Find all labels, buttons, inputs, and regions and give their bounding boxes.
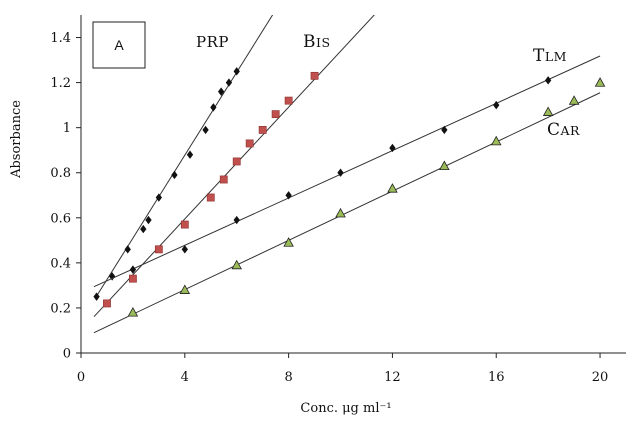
data-point [124, 245, 131, 254]
data-point [284, 96, 293, 105]
series-prp [93, 15, 274, 301]
series-label-tlm: TLM [533, 46, 567, 66]
data-point [180, 220, 189, 229]
data-point [285, 191, 292, 200]
trendline-car [93, 92, 601, 334]
data-point [186, 150, 194, 159]
y-tick-label: 1.2 [50, 76, 71, 91]
y-tick-label: 0.8 [50, 166, 71, 181]
data-point [202, 125, 209, 135]
data-point [171, 170, 178, 180]
panel-label-box: A [92, 21, 146, 69]
data-point [568, 95, 580, 105]
x-tick-label: 16 [488, 370, 505, 385]
data-point [108, 272, 116, 281]
y-tick-label: 0.4 [50, 256, 71, 271]
x-tick-label: 20 [592, 370, 609, 385]
data-point [179, 284, 191, 294]
y-tick-label: 0.6 [50, 211, 71, 226]
data-point [594, 77, 606, 87]
data-point [210, 103, 217, 112]
x-axis-title: Conc. μg ml⁻¹ [300, 401, 391, 416]
data-point [542, 106, 554, 116]
data-point [181, 245, 188, 254]
panel-label: A [114, 37, 124, 53]
data-point [271, 110, 280, 119]
data-point [335, 207, 346, 218]
y-axis-title: Absorbance [9, 100, 24, 179]
data-point [233, 67, 240, 76]
panel-label-frame [92, 21, 146, 69]
data-point [389, 143, 396, 153]
data-point [219, 175, 228, 184]
x-tick-label: 8 [284, 370, 292, 385]
data-point [145, 215, 152, 225]
data-point [225, 78, 233, 87]
x-tick-label: 0 [77, 370, 85, 385]
data-point [245, 139, 254, 148]
data-point [127, 307, 139, 317]
data-point [233, 215, 240, 225]
y-tick-label: 0.2 [50, 301, 71, 316]
data-point [154, 245, 163, 254]
data-point [217, 87, 225, 96]
x-tick-label: 4 [181, 370, 189, 385]
data-point [232, 157, 241, 166]
data-point [283, 237, 294, 247]
data-point [103, 299, 111, 308]
data-point [129, 274, 137, 283]
text-layer: Conc. μg ml⁻¹ Absorbance 0 0.2 0.4 0.6 0.8 1 1… [9, 31, 608, 416]
y-tick-label: 1 [63, 121, 71, 136]
data-point [544, 76, 552, 85]
data-point [310, 71, 319, 80]
series-label-car: CAR [547, 120, 580, 140]
data-point [258, 126, 267, 134]
data-point [93, 292, 100, 301]
y-tick-label: 0 [63, 347, 71, 362]
series-label-bis: BIS [303, 32, 331, 52]
plot-layer [93, 15, 606, 334]
data-point [490, 135, 502, 146]
trendline-tlm [93, 55, 601, 288]
y-tick-label: 1.4 [50, 31, 71, 46]
series-tlm [93, 55, 601, 288]
data-point [129, 265, 137, 274]
data-point [493, 100, 500, 110]
data-point [231, 259, 242, 270]
trendline-bis [93, 15, 375, 318]
data-point [439, 160, 450, 171]
data-point [387, 183, 398, 193]
axes-layer [76, 15, 626, 358]
data-point [140, 224, 147, 234]
trendline-prp [96, 15, 274, 297]
series-car [93, 77, 606, 334]
data-point [155, 193, 163, 202]
data-point [206, 193, 215, 202]
data-point [337, 168, 344, 177]
x-tick-label: 12 [384, 370, 401, 385]
series-label-prp: PRP [196, 33, 229, 51]
data-point [441, 125, 448, 135]
series-bis [93, 15, 375, 318]
